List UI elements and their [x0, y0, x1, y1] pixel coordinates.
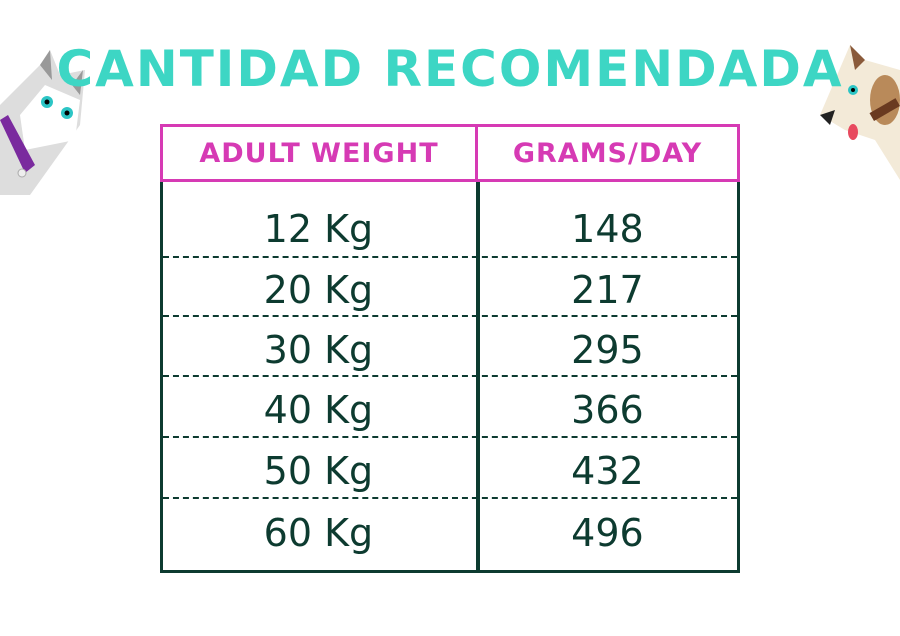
grams-cell: 217	[571, 268, 644, 312]
row-divider	[163, 436, 737, 438]
cat-illustration-icon	[0, 50, 85, 195]
grams-cell: 148	[571, 206, 644, 251]
page-title: CANTIDAD RECOMENDADA	[56, 40, 844, 98]
grams-cell: 496	[571, 511, 644, 555]
weight-cell: 12 Kg	[263, 206, 374, 251]
weight-cell: 60 Kg	[263, 511, 374, 555]
grams-cell: 366	[571, 388, 644, 432]
row-divider	[163, 256, 737, 258]
table-row: 30 Kg 295	[163, 320, 737, 380]
table-row: 40 Kg 366	[163, 380, 737, 440]
weight-cell: 50 Kg	[263, 449, 374, 493]
weight-cell: 30 Kg	[263, 328, 374, 372]
table-row: 12 Kg 148	[163, 192, 737, 265]
header-adult-weight: ADULT WEIGHT	[160, 124, 478, 182]
table-row: 60 Kg 496	[163, 503, 737, 563]
header-grams-per-day: GRAMS/DAY	[475, 124, 740, 182]
row-divider	[163, 497, 737, 499]
weight-cell: 20 Kg	[263, 268, 374, 312]
dog-illustration-icon	[820, 45, 900, 180]
grams-cell: 295	[571, 328, 644, 372]
row-divider	[163, 315, 737, 317]
feeding-table: ADULT WEIGHT GRAMS/DAY 12 Kg 148 20 Kg 217…	[160, 124, 740, 573]
grams-cell: 432	[571, 449, 644, 493]
weight-cell: 40 Kg	[263, 388, 374, 432]
row-divider	[163, 375, 737, 377]
table-body: 12 Kg 148 20 Kg 217 30 Kg 295 40 Kg 366 50 K…	[160, 182, 740, 573]
table-row: 50 Kg 432	[163, 441, 737, 501]
table-row: 20 Kg 217	[163, 260, 737, 320]
